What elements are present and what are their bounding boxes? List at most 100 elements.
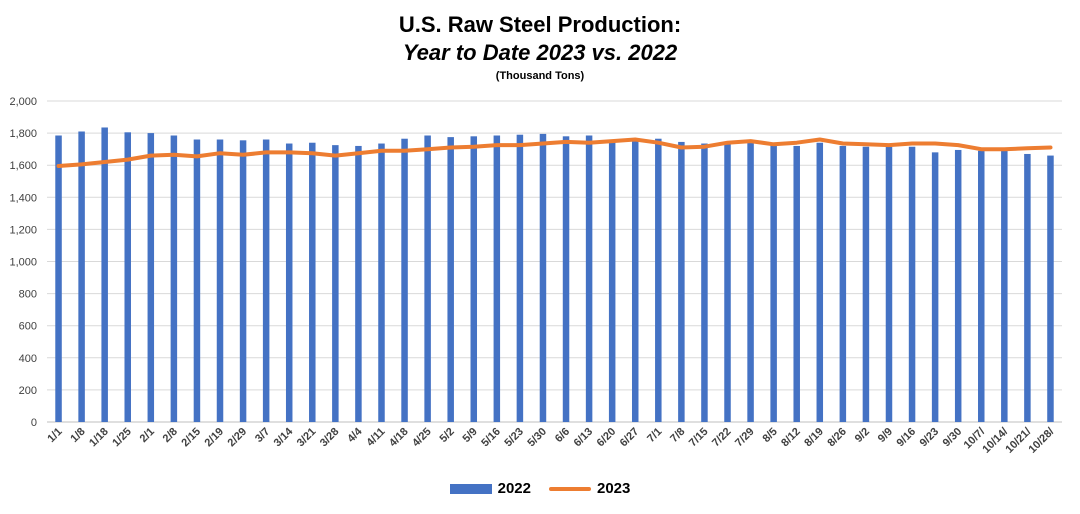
x-tick-label: 10/28/ [1026,426,1056,456]
x-tick-label: 6/13 [572,426,596,450]
bar-2022 [401,138,408,422]
bar-2022 [954,149,962,422]
bar-2022 [1047,155,1054,422]
bar-2022 [447,137,454,423]
y-axis-ticks: 0 200 400 600 800 1,000 1,200 1,400 1,600 1,800 2,… [9,96,37,429]
chart-subtitle: Year to Date 2023 vs. 2022 [402,40,678,65]
legend-swatch-2022 [449,483,492,494]
bar-2022 [701,143,708,422]
bar-2022 [678,141,685,423]
y-tick-label: 1,200 [9,224,37,236]
y-tick-label: 1,400 [9,192,37,204]
bar-2022 [124,132,131,423]
bar-2022 [470,136,478,422]
bar-2022 [539,133,547,422]
x-tick-label: 10/14/ [980,426,1010,456]
bar-2022 [309,142,316,423]
x-tick-label: 3/28 [318,426,342,450]
x-tick-label: 1/25 [110,426,134,450]
bar-2022 [170,135,178,422]
x-tick-label: 9/30 [941,426,965,450]
bar-2022 [655,138,662,422]
x-tick-label: 8/5 [760,426,779,445]
bar-2022 [862,146,870,422]
bar-2022 [193,139,201,422]
x-tick-label: 4/4 [345,425,365,445]
x-tick-label: 5/9 [461,426,480,445]
x-tick-label: 9/23 [918,426,942,450]
x-tick-label: 3/14 [272,425,296,449]
bar-2022 [747,142,754,423]
x-tick-label: 9/16 [895,426,919,450]
x-tick-label: 2/29 [226,426,250,450]
bar-2022 [355,145,362,422]
y-tick-label: 1,000 [9,257,37,269]
bar-2022 [493,135,501,422]
x-tick-label: 8/26 [825,426,849,450]
bar-2022 [608,141,616,422]
bar-2022 [908,146,916,422]
bar-2022 [978,150,985,422]
x-tick-label: 2/15 [179,426,203,450]
bar-2022 [562,136,570,422]
bar-2022 [262,139,270,422]
x-tick-label: 4/25 [410,426,434,450]
y-tick-label: 1,600 [9,160,37,172]
x-tick-label: 3/21 [295,426,319,450]
x-tick-label: 5/30 [525,426,549,450]
legend-label-2022: 2022 [497,480,531,497]
bar-2022 [239,140,247,422]
bar-2022 [885,146,893,422]
x-tick-label: 5/16 [479,426,503,450]
x-tick-label: 9/9 [876,426,895,445]
bar-2022 [147,133,155,422]
legend-swatch-2023 [549,486,591,491]
y-tick-label: 200 [19,385,37,397]
bar-2022 [1001,150,1008,422]
x-tick-label: 8/12 [779,426,803,450]
bar-2022 [78,131,85,422]
bar-2022 [1024,153,1031,422]
x-tick-label: 7/15 [687,426,711,450]
x-tick-label: 3/7 [253,426,272,445]
y-tick-label: 400 [19,353,37,365]
x-tick-label: 2/8 [161,426,180,445]
bar-2022 [424,135,431,422]
x-tick-label: 2/19 [202,426,226,450]
x-tick-label: 7/8 [668,426,687,445]
x-tick-label: 5/2 [438,426,457,445]
x-tick-label: 4/11 [364,426,387,449]
legend-label-2023: 2023 [597,480,631,497]
x-tick-label: 2/1 [138,426,157,445]
bar-2022 [839,145,847,422]
y-tick-label: 1,800 [9,128,37,140]
chart-title: U.S. Raw Steel Production: [398,12,682,37]
series-2023-line-group [56,137,1053,168]
bar-2022 [816,142,824,423]
x-tick-label: 5/23 [502,426,526,450]
y-tick-label: 600 [19,321,37,333]
x-tick-label: 6/20 [595,426,619,450]
bar-2022 [770,145,777,422]
x-tick-label: 1/1 [45,426,64,445]
x-tick-label: 7/1 [645,426,664,445]
x-tick-label: 8/19 [802,426,826,450]
x-tick-label: 4/18 [387,426,411,450]
x-tick-label: 1/18 [87,426,111,450]
series-2022-bars [55,127,1054,423]
x-tick-label: 7/29 [733,426,757,450]
bar-2022 [332,145,339,422]
bar-2022 [585,135,593,422]
bar-2022 [378,143,385,422]
bar-2022 [931,152,939,423]
legend: 2022 2023 [0,480,1080,497]
bar-2022 [101,127,108,423]
x-tick-label: 6/6 [553,426,572,445]
x-tick-label: 9/2 [853,426,872,445]
x-tick-label: 10/21/ [1003,426,1033,456]
bar-2022 [516,134,524,422]
bar-2022 [216,139,224,422]
y-tick-label: 800 [19,289,37,301]
x-tick-label: 1/8 [68,426,87,445]
